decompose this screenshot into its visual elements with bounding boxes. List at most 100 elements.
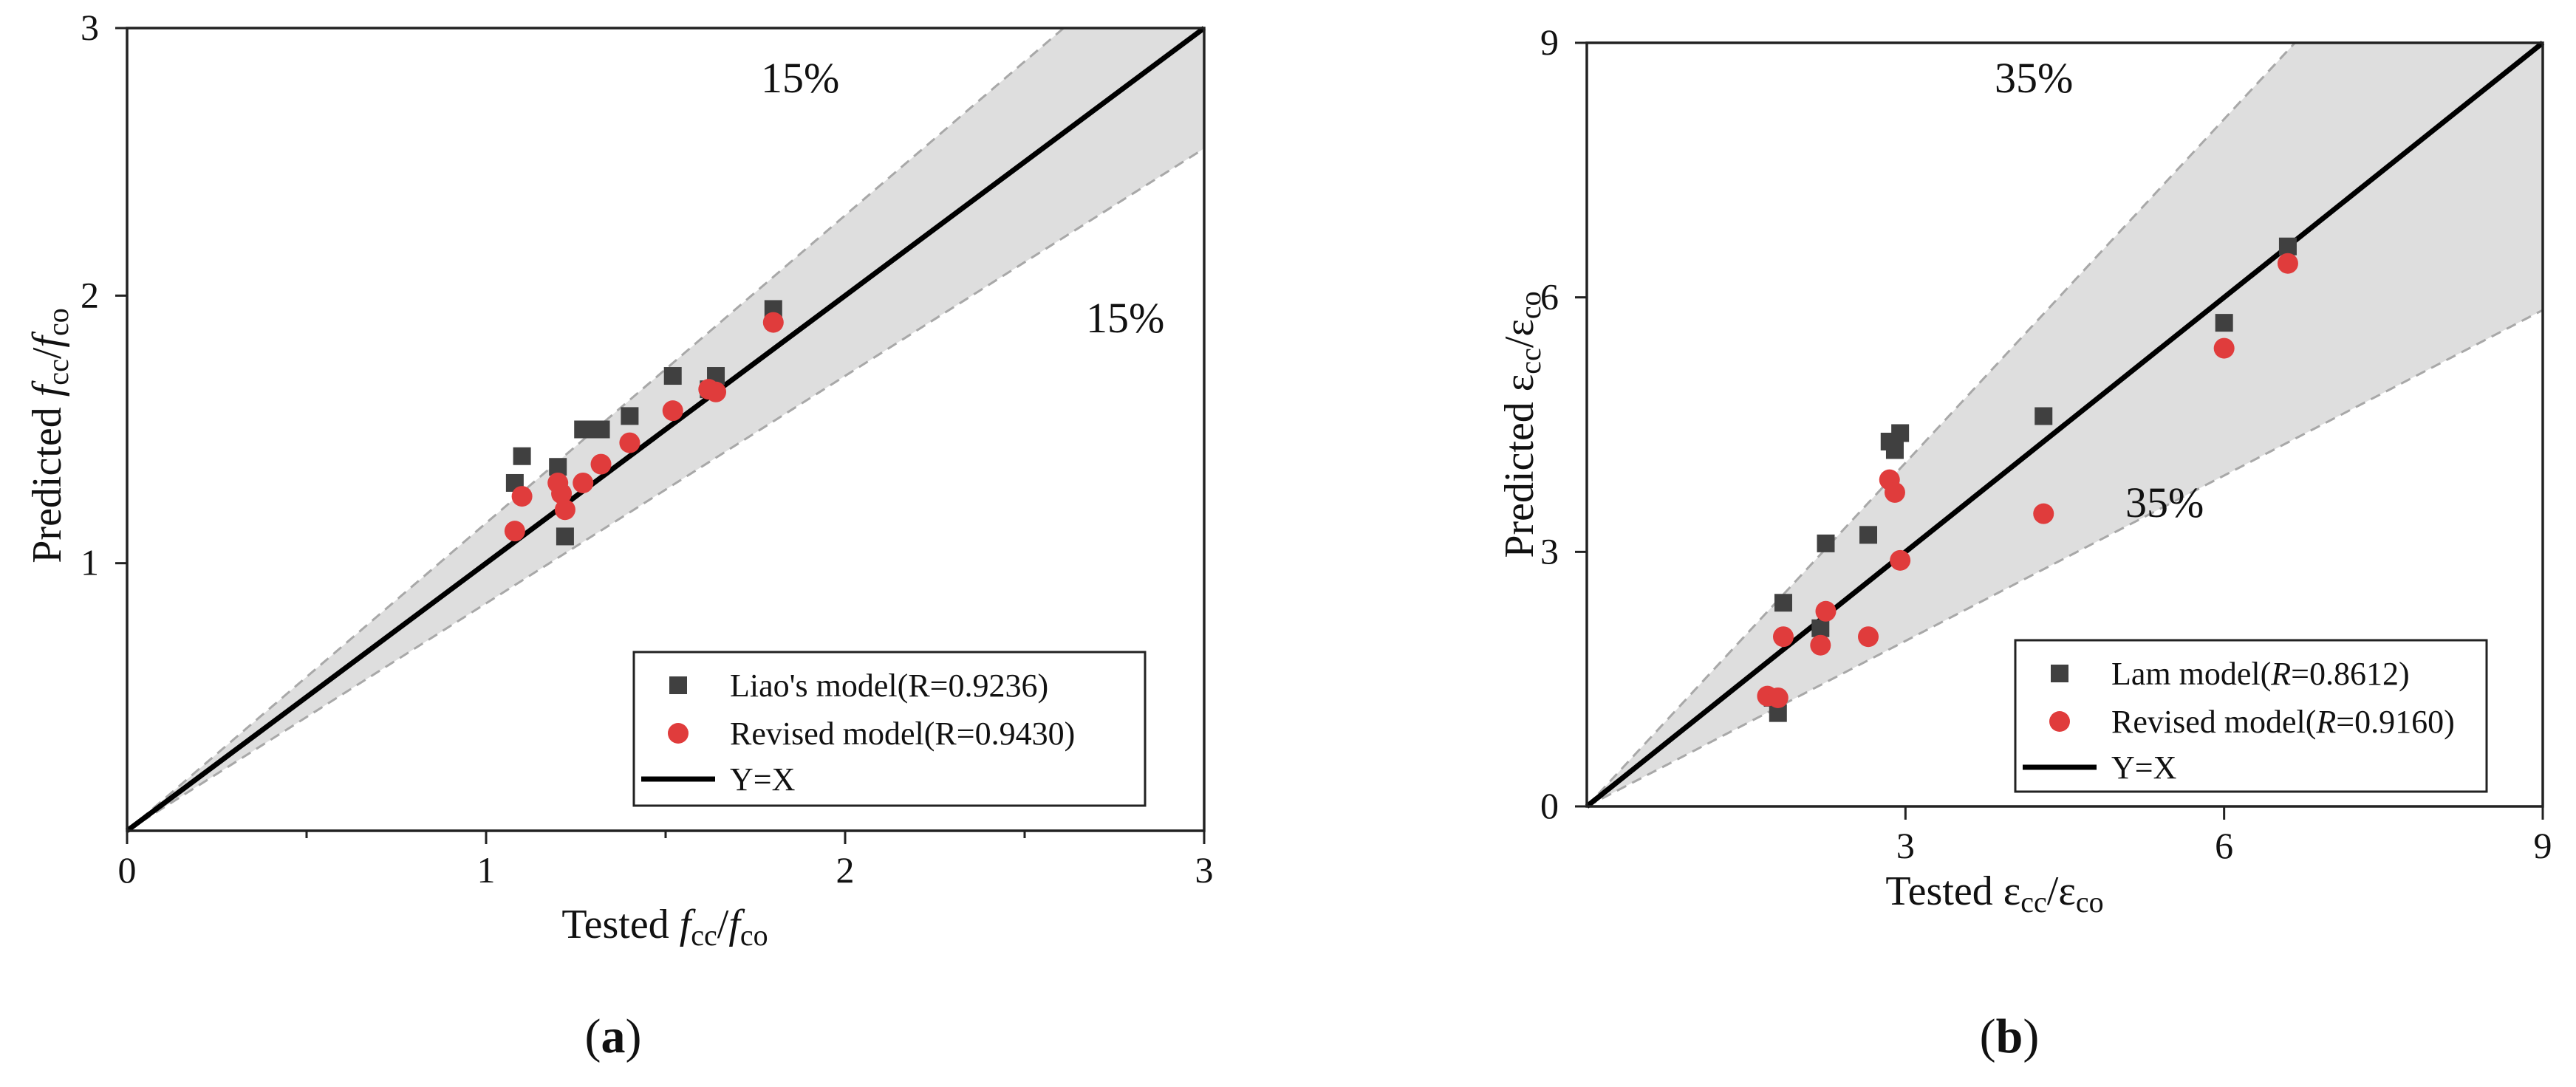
legend-label-r: R xyxy=(908,668,930,704)
data-point-circle xyxy=(662,400,683,422)
x-axis-label-denominator-sub: co xyxy=(740,919,768,952)
legend-label-reference: Y=X xyxy=(730,761,795,798)
data-point-square xyxy=(621,407,639,425)
legend-label-r: R xyxy=(935,716,957,752)
data-point-circle xyxy=(573,472,594,493)
legend-label-value: =0.8612) xyxy=(2291,656,2409,692)
data-point-circle xyxy=(1772,626,1794,648)
data-point-circle xyxy=(1884,481,1905,503)
legend-marker-circle xyxy=(668,723,689,744)
reference-line-y-equals-x xyxy=(125,26,1206,833)
panel-label-close: ) xyxy=(626,1009,642,1063)
data-point-circle xyxy=(554,499,575,521)
y-axis-label-denominator-sub: co xyxy=(41,308,75,336)
y-tick-label: 3 xyxy=(81,7,99,48)
y-axis-label-numerator: ε xyxy=(1497,374,1542,392)
legend-label: Revised model(R=0.9430) xyxy=(730,716,1075,752)
legend-label-prefix: Revised model( xyxy=(2111,704,2316,740)
data-point-circle xyxy=(590,453,612,475)
panel-label-letter: b xyxy=(1996,1009,2023,1063)
data-point-square xyxy=(2035,407,2053,425)
legend-marker-square xyxy=(669,676,687,694)
data-point-circle xyxy=(511,486,533,507)
data-point-square xyxy=(1774,594,1792,612)
legend-label: Lam model(R=0.8612) xyxy=(2111,656,2410,692)
data-point-square xyxy=(1885,441,1904,459)
data-point-square xyxy=(1891,424,1910,442)
series-lam-model xyxy=(1763,237,2297,722)
legend-label: Revised model(R=0.9160) xyxy=(2111,704,2455,740)
data-point-circle xyxy=(1810,634,1831,656)
legend-marker-square xyxy=(2051,665,2068,682)
data-point-square xyxy=(2215,314,2233,332)
y-tick-label: 9 xyxy=(1540,21,1559,63)
upper-band-label: 15% xyxy=(761,54,839,102)
y-tick-label: 1 xyxy=(81,542,99,583)
x-axis-label-denominator: ε xyxy=(2058,868,2076,914)
legend-label-prefix: Revised model( xyxy=(730,716,935,752)
data-point-circle xyxy=(762,312,784,333)
x-axis-label-numerator-sub: cc xyxy=(691,919,717,952)
y-axis-label-separator: / xyxy=(1497,336,1542,348)
upper-band-label: 35% xyxy=(1995,54,2073,102)
panel-label-letter: a xyxy=(601,1009,626,1063)
data-point-square xyxy=(556,527,574,546)
y-axis-label-denominator-sub: co xyxy=(1514,291,1547,319)
lower-bound-line xyxy=(126,147,1205,832)
y-tick-label: 3 xyxy=(1540,530,1559,572)
legend-label-r: R xyxy=(2270,656,2291,692)
legend-label-prefix: Liao's model( xyxy=(730,668,908,704)
legend: Liao's model(R=0.9236)Revised model(R=0.… xyxy=(632,651,1147,807)
lower-band-label: 15% xyxy=(1086,294,1164,342)
x-tick-label: 0 xyxy=(118,849,137,891)
data-point-square xyxy=(1817,534,1835,552)
panel-label-close: ) xyxy=(2023,1009,2039,1063)
legend-label: Liao's model(R=0.9236) xyxy=(730,668,1048,704)
y-axis-label: Predicted εcc/εco xyxy=(1497,291,1547,558)
y-tick-label: 2 xyxy=(81,274,99,315)
x-axis-label-separator: / xyxy=(2047,868,2059,914)
data-point-circle xyxy=(619,432,640,453)
y-axis-label-separator: / xyxy=(24,347,70,359)
data-point-square xyxy=(663,367,682,385)
panel-label: (a) xyxy=(585,1009,642,1063)
y-tick-label: 6 xyxy=(1540,276,1559,318)
panel-label: (b) xyxy=(1980,1009,2040,1063)
series-revised-model xyxy=(1757,253,2298,708)
legend-label-reference: Y=X xyxy=(2111,750,2176,786)
legend-label-prefix: Lam model( xyxy=(2111,656,2271,692)
legend-label-value: =0.9160) xyxy=(2336,704,2454,740)
x-tick-label: 3 xyxy=(1195,849,1214,891)
legend-marker-circle xyxy=(2049,711,2070,732)
x-tick-label: 6 xyxy=(2215,825,2233,866)
x-tick-label: 3 xyxy=(1896,825,1915,866)
y-axis-label-numerator-sub: cc xyxy=(1514,348,1547,374)
x-tick-label: 1 xyxy=(477,849,496,891)
data-point-circle xyxy=(1815,600,1837,622)
panel-label-open: ( xyxy=(585,1009,601,1063)
legend-label-value: =0.9236) xyxy=(930,668,1048,704)
x-axis-label: Tested fcc/fco xyxy=(561,902,768,952)
x-axis-label-prefix: Tested xyxy=(1885,868,2003,914)
data-point-circle xyxy=(2277,253,2298,274)
data-point-circle xyxy=(504,521,525,542)
lower-band-label: 35% xyxy=(2125,479,2204,527)
x-tick-label: 9 xyxy=(2534,825,2552,866)
x-axis-label: Tested εcc/εco xyxy=(1885,868,2103,919)
x-axis-label-denominator-sub: co xyxy=(2076,885,2104,919)
data-point-square xyxy=(1859,526,1878,544)
legend-label-r: R xyxy=(2315,704,2336,740)
reference-line-y-equals-x xyxy=(1585,41,2545,809)
legend: Lam model(R=0.8612)Revised model(R=0.916… xyxy=(2014,639,2488,793)
data-point-square xyxy=(592,420,610,439)
x-axis-label-prefix: Tested xyxy=(561,902,679,947)
data-point-square xyxy=(1811,619,1830,637)
legend-label-value: =0.9430) xyxy=(957,716,1075,752)
lower-bound-line xyxy=(1586,309,2543,808)
data-point-circle xyxy=(706,381,727,402)
data-point-circle xyxy=(2213,337,2235,359)
data-point-circle xyxy=(551,483,573,504)
